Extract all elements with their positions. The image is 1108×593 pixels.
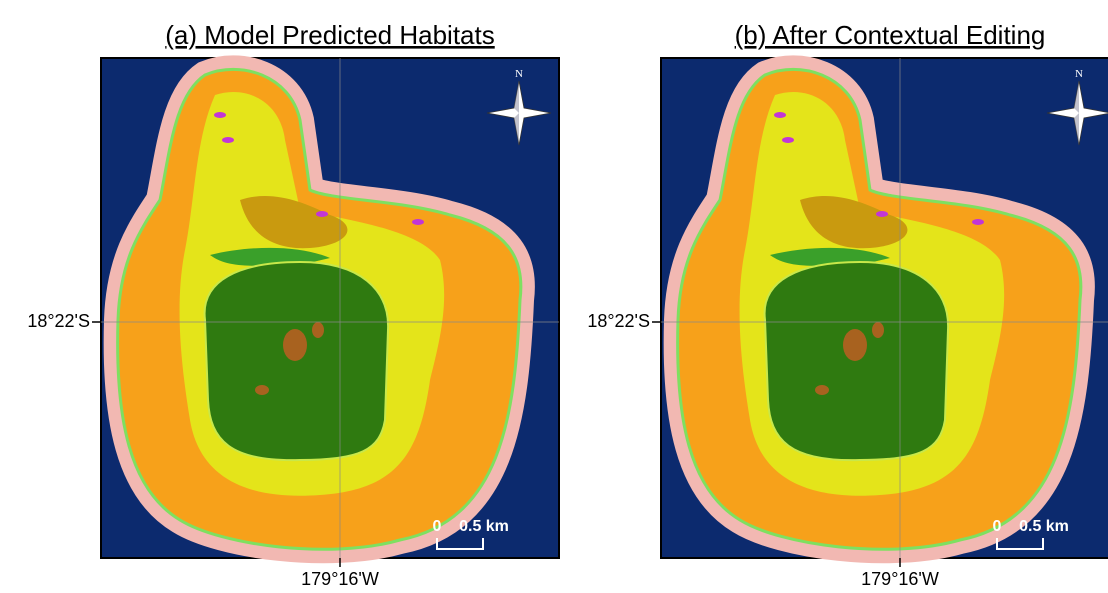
latitude-label: 18°22'S (27, 311, 90, 331)
sediment-patch (843, 329, 867, 361)
algae-patch (876, 211, 888, 217)
sediment-patch (815, 385, 829, 395)
sediment-patch (255, 385, 269, 395)
longitude-label: 179°16'W (301, 569, 379, 589)
map-panel: (a) Model Predicted Habitats 18°22'S 179°1… (27, 20, 559, 589)
north-label: N (1075, 68, 1083, 80)
sediment-patch (312, 322, 324, 338)
algae-patch (222, 137, 234, 143)
map-panel: (b) After Contextual Editing 18°22'S 179°1… (587, 20, 1108, 589)
sediment-patch (283, 329, 307, 361)
north-label: N (515, 68, 523, 80)
latitude-label: 18°22'S (587, 311, 650, 331)
algae-patch (214, 112, 226, 118)
algae-patch (972, 219, 984, 225)
figure: (a) Model Predicted Habitats 18°22'S 179°1… (0, 0, 1108, 593)
scale-zero: 0 (993, 518, 1002, 535)
panel-title: (b) After Contextual Editing (735, 20, 1046, 50)
sediment-patch (872, 322, 884, 338)
scale-label: 0.5 km (1019, 518, 1069, 535)
longitude-label: 179°16'W (861, 569, 939, 589)
algae-patch (316, 211, 328, 217)
scale-label: 0.5 km (459, 518, 509, 535)
algae-patch (412, 219, 424, 225)
algae-patch (782, 137, 794, 143)
algae-patch (774, 112, 786, 118)
scale-zero: 0 (433, 518, 442, 535)
lagoon (205, 262, 389, 460)
panel-title: (a) Model Predicted Habitats (165, 20, 494, 50)
lagoon (765, 262, 949, 460)
